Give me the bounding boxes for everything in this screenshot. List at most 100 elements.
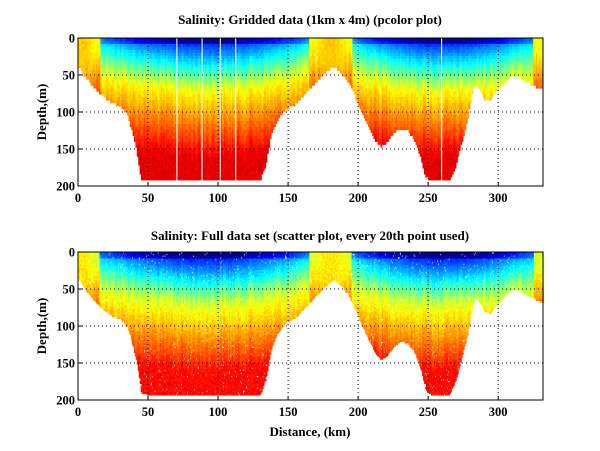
salinity-cell bbox=[200, 165, 202, 168]
salinity-cell bbox=[200, 112, 202, 115]
salinity-cell bbox=[200, 156, 202, 159]
salinity-cell bbox=[175, 142, 177, 145]
salinity-cell bbox=[233, 136, 235, 139]
salinity-cell bbox=[175, 68, 177, 71]
salinity-cell bbox=[233, 150, 235, 153]
salinity-cell bbox=[200, 159, 202, 162]
salinity-cell bbox=[200, 103, 202, 106]
salinity-cell bbox=[175, 150, 177, 153]
salinity-cell bbox=[233, 41, 235, 44]
salinity-cell bbox=[175, 168, 177, 171]
salinity-cell bbox=[175, 130, 177, 133]
salinity-cell bbox=[233, 97, 235, 100]
salinity-cell bbox=[233, 76, 235, 79]
salinity-cell bbox=[233, 133, 235, 136]
top-title: Salinity: Gridded data (1km x 4m) (pcolo… bbox=[178, 12, 442, 27]
salinity-cell bbox=[218, 59, 220, 62]
salinity-cell bbox=[200, 142, 202, 145]
salinity-cell bbox=[218, 127, 220, 130]
salinity-cell bbox=[233, 47, 235, 50]
salinity-cell bbox=[175, 97, 177, 100]
salinity-cell bbox=[175, 85, 177, 88]
salinity-cell bbox=[175, 106, 177, 109]
salinity-cell bbox=[175, 62, 177, 65]
salinity-cell bbox=[175, 50, 177, 53]
salinity-cell bbox=[175, 136, 177, 139]
salinity-cell bbox=[175, 82, 177, 85]
salinity-cell bbox=[175, 174, 177, 177]
salinity-cell bbox=[175, 177, 177, 180]
salinity-cell bbox=[175, 53, 177, 56]
salinity-cell bbox=[200, 53, 202, 56]
salinity-cell bbox=[233, 65, 235, 68]
salinity-cell bbox=[175, 139, 177, 142]
salinity-cell bbox=[200, 121, 202, 124]
salinity-cell bbox=[200, 127, 202, 130]
salinity-cell bbox=[218, 115, 220, 118]
salinity-cell bbox=[233, 130, 235, 133]
salinity-cell bbox=[175, 153, 177, 156]
salinity-cell bbox=[175, 165, 177, 168]
salinity-cell bbox=[200, 145, 202, 148]
salinity-cell bbox=[218, 171, 220, 174]
salinity-cell bbox=[175, 133, 177, 136]
salinity-cell bbox=[200, 171, 202, 174]
salinity-cell bbox=[175, 88, 177, 91]
salinity-cell bbox=[233, 59, 235, 62]
salinity-cell bbox=[233, 118, 235, 121]
salinity-cell bbox=[175, 171, 177, 174]
salinity-cell bbox=[233, 68, 235, 71]
salinity-cell bbox=[200, 76, 202, 79]
salinity-cell bbox=[233, 79, 235, 82]
salinity-cell bbox=[233, 103, 235, 106]
salinity-cell bbox=[175, 124, 177, 127]
salinity-cell bbox=[233, 171, 235, 174]
salinity-cell bbox=[233, 168, 235, 171]
salinity-cell bbox=[175, 71, 177, 74]
salinity-cell bbox=[218, 139, 220, 142]
salinity-cell bbox=[200, 79, 202, 82]
top-salinity-field bbox=[78, 38, 543, 180]
salinity-cell bbox=[175, 91, 177, 94]
salinity-cell bbox=[175, 162, 177, 165]
salinity-cell bbox=[175, 156, 177, 159]
salinity-cell bbox=[200, 109, 202, 112]
salinity-cell bbox=[200, 133, 202, 136]
salinity-cell bbox=[233, 145, 235, 148]
salinity-cell bbox=[200, 82, 202, 85]
salinity-cell bbox=[233, 62, 235, 65]
salinity-cell bbox=[200, 85, 202, 88]
salinity-cell bbox=[233, 91, 235, 94]
salinity-cell bbox=[200, 177, 202, 180]
salinity-cell bbox=[233, 88, 235, 91]
salinity-cell bbox=[175, 65, 177, 68]
salinity-cell bbox=[175, 115, 177, 118]
salinity-cell bbox=[233, 127, 235, 130]
salinity-cell bbox=[200, 41, 202, 44]
salinity-cell bbox=[233, 165, 235, 168]
salinity-cell bbox=[218, 47, 220, 50]
salinity-cell bbox=[200, 168, 202, 171]
salinity-cell bbox=[233, 142, 235, 145]
salinity-cell bbox=[200, 174, 202, 177]
salinity-cell bbox=[175, 121, 177, 124]
salinity-cell bbox=[233, 153, 235, 156]
salinity-cell bbox=[233, 56, 235, 59]
salinity-cell bbox=[233, 44, 235, 47]
salinity-cell bbox=[200, 44, 202, 47]
salinity-cell bbox=[233, 121, 235, 124]
salinity-cell bbox=[200, 94, 202, 97]
salinity-cell bbox=[218, 71, 220, 74]
salinity-cell bbox=[233, 115, 235, 118]
salinity-cell bbox=[175, 118, 177, 121]
top-subplot: Salinity: Gridded data (1km x 4m) (pcolo… bbox=[34, 12, 543, 205]
salinity-cell bbox=[233, 177, 235, 180]
salinity-cell bbox=[200, 47, 202, 50]
salinity-cell bbox=[233, 174, 235, 177]
salinity-cell bbox=[175, 79, 177, 82]
salinity-cell bbox=[200, 56, 202, 59]
salinity-cell bbox=[233, 53, 235, 56]
salinity-cell bbox=[233, 71, 235, 74]
salinity-cell bbox=[200, 74, 202, 77]
salinity-cell bbox=[233, 85, 235, 88]
